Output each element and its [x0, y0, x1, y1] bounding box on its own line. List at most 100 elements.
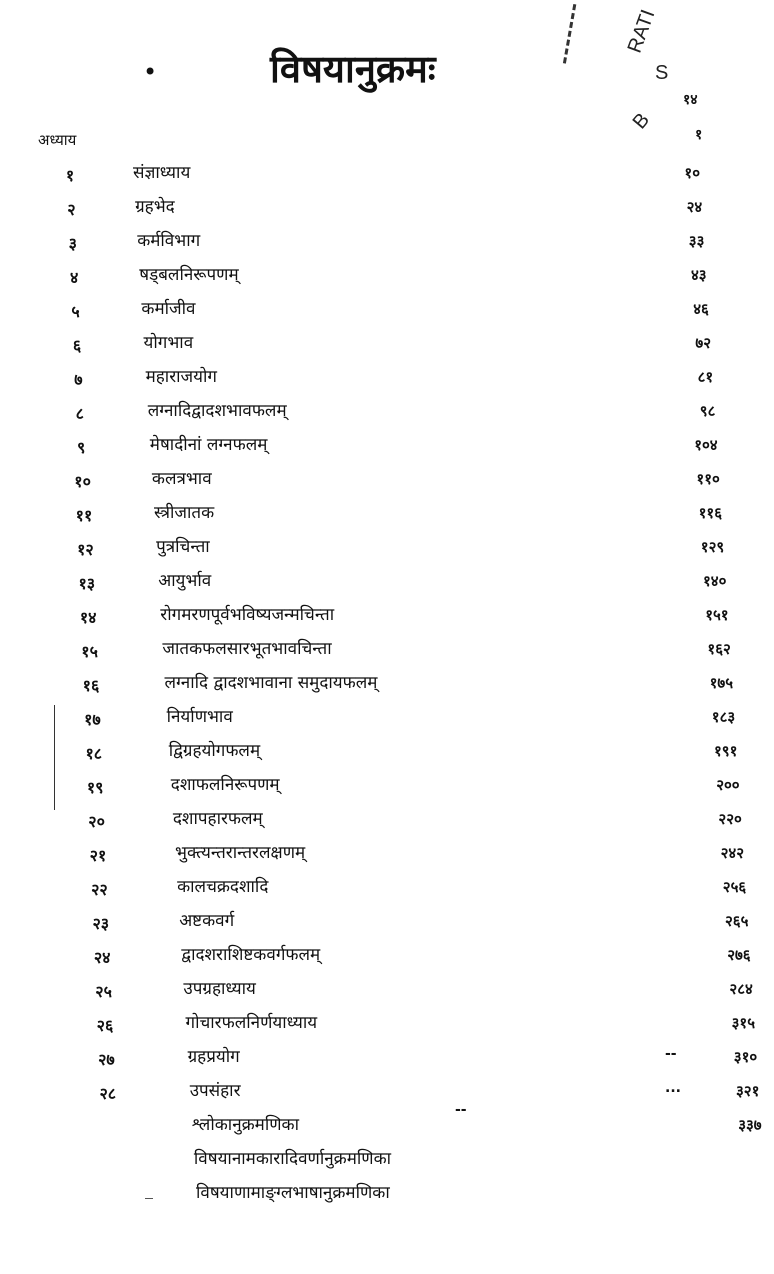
page-number: ३३ [688, 232, 705, 250]
chapter-title: कर्माजीव [141, 299, 196, 319]
stamp-text: S [655, 62, 669, 84]
chapter-title: निर्याणभाव [166, 707, 233, 727]
chapter-title: जातकफलसारभूतभावचिन्ता [162, 639, 332, 659]
chapter-title: रोगमरणपूर्वभविष्यजन्मचिन्ता [160, 605, 335, 625]
chapter-title: द्विग्रहयोगफलम् [168, 741, 261, 761]
chapter-title: संज्ञाध्याय [133, 163, 191, 183]
chapter-number: २८ [99, 1084, 117, 1103]
chapter-number: १७ [84, 710, 101, 729]
chapter-number: १४ [79, 608, 97, 627]
chapter-number: २ [67, 200, 76, 219]
margin-line [54, 705, 55, 810]
stamp-border [562, 3, 591, 67]
leader-mark: -- [665, 1046, 677, 1062]
leader-mark: ... [665, 1080, 681, 1096]
page-number: १०४ [694, 436, 718, 454]
chapter-title: स्त्रीजातक [154, 503, 215, 523]
page-number: ११० [696, 470, 720, 488]
leader-mark: -- [455, 1102, 467, 1118]
chapter-title: महाराजयोग [145, 367, 217, 387]
chapter-title: ग्रहभेद [135, 197, 175, 217]
page-number: १० [684, 164, 700, 182]
chapter-title: पुत्रचिन्ता [156, 537, 210, 557]
page-number: २०० [716, 776, 740, 794]
chapter-number: २२ [91, 880, 108, 899]
chapter-number: ४ [70, 268, 79, 287]
chapter-title: मेषादीनां लग्नफलम् [149, 435, 268, 455]
page-number: ४६ [693, 300, 709, 318]
chapter-title: कर्मविभाग [137, 231, 201, 251]
chapter-number: २० [88, 812, 105, 831]
chapter-title: ग्रहप्रयोग [187, 1047, 240, 1067]
bottom-mark [145, 1198, 153, 1199]
chapter-title: लग्नादि द्वादशभावाना समुदायफलम् [164, 673, 378, 693]
page-number: १४० [702, 572, 727, 590]
chapter-title: विषयाणामाङ्ग्लभाषानुक्रमणिका [196, 1183, 390, 1203]
page-number: ४३ [690, 266, 707, 284]
page-number: १५१ [705, 606, 729, 624]
page-header: १ [695, 127, 703, 143]
stamp-text: RATI [623, 6, 660, 56]
chapter-number: १ [65, 166, 75, 185]
column-header-chapter: अध्याय [38, 131, 77, 149]
chapter-title: षड्बलनिरूपणम् [139, 265, 239, 285]
chapter-number: १८ [85, 744, 103, 763]
chapter-title: भुक्त्यन्तरान्तरलक्षणम् [175, 843, 306, 863]
chapter-number: २६ [96, 1016, 114, 1035]
chapter-number: २३ [92, 914, 110, 933]
page-number: ७२ [695, 334, 711, 352]
chapter-title: दशापहारफलम् [172, 809, 263, 829]
chapter-number: ९ [77, 438, 86, 457]
chapter-number: १० [74, 472, 91, 491]
page-number: २२० [718, 810, 742, 828]
chapter-title: योगभाव [143, 333, 194, 353]
chapter-title: उपसंहार [189, 1081, 241, 1101]
stamp-text: B [628, 108, 655, 134]
page-number: १७५ [709, 674, 733, 692]
page-number: २४ [686, 198, 703, 216]
chapter-number: ७ [74, 370, 83, 389]
chapter-title: आयुर्भाव [158, 571, 212, 591]
chapter-title: लग्नादिद्वादशभावफलम् [147, 401, 287, 421]
chapter-number: ५ [71, 302, 80, 321]
chapter-number: २७ [98, 1050, 115, 1069]
page-number: २६५ [724, 912, 749, 930]
chapter-number: १२ [77, 540, 94, 559]
page-number: ३१० [733, 1048, 758, 1066]
chapter-title: कलत्रभाव [151, 469, 212, 489]
chapter-number: १३ [78, 574, 96, 593]
chapter-number: २५ [95, 982, 112, 1001]
page-number: २४२ [720, 844, 744, 862]
page-number: २८४ [729, 980, 753, 998]
chapter-title: श्लोकानुक्रमणिका [191, 1115, 299, 1135]
page-number: २५६ [722, 878, 747, 896]
chapter-number: २४ [93, 948, 111, 967]
chapter-number: ६ [72, 336, 82, 355]
chapter-number: १९ [86, 778, 104, 797]
page-number: ३२१ [735, 1082, 760, 1100]
page-number: ८१ [697, 368, 714, 386]
bullet: • [143, 58, 158, 86]
chapter-title: कालचक्रदशादि [177, 877, 269, 897]
page-number: १२९ [700, 538, 725, 556]
page-header: १४ [683, 92, 698, 108]
chapter-number: ३ [68, 234, 77, 253]
page-number: १६२ [707, 640, 731, 658]
page-number: १८३ [711, 708, 736, 726]
chapter-number: ११ [75, 506, 93, 525]
page-title: विषयानुक्रमः [270, 47, 436, 91]
page-number: ११६ [698, 504, 722, 522]
chapter-title: विषयानामकारादिवर्णानुक्रमणिका [193, 1149, 392, 1169]
chapter-number: १५ [81, 642, 98, 661]
chapter-number: ८ [75, 404, 84, 423]
chapter-number: १६ [82, 676, 100, 695]
chapter-title: उपग्रहाध्याय [183, 979, 256, 999]
chapter-number: २१ [89, 846, 107, 865]
page-number: २७६ [727, 946, 751, 964]
chapter-title: गोचारफलनिर्णयाध्याय [185, 1013, 318, 1033]
chapter-title: दशाफलनिरूपणम् [170, 775, 280, 795]
page-number: ९८ [699, 402, 716, 420]
chapter-title: द्वादशराशिष्टकवर्गफलम् [181, 945, 321, 965]
chapter-title: अष्टकवर्ग [179, 911, 235, 931]
page-number: ३३७ [738, 1116, 762, 1134]
